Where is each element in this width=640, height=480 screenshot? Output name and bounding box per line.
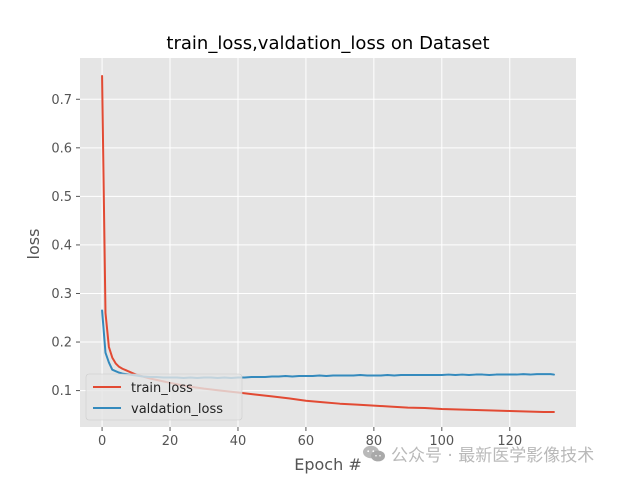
x-ticks: 0 20 40 60 80 100 120 xyxy=(98,427,522,449)
x-tick-label: 120 xyxy=(497,434,522,449)
grid-lines xyxy=(80,58,576,427)
y-tick-label: 0.4 xyxy=(51,238,72,253)
y-tick-label: 0.1 xyxy=(51,384,72,399)
legend: train_loss valdation_loss xyxy=(85,373,243,421)
wechat-icon xyxy=(363,445,385,461)
legend-label: train_loss xyxy=(131,381,193,396)
y-tick-label: 0.2 xyxy=(51,336,72,351)
x-tick-label: 60 xyxy=(298,434,315,449)
y-tick-label: 0.6 xyxy=(51,141,72,156)
y-tick-label: 0.5 xyxy=(51,190,72,205)
y-axis-label: loss xyxy=(24,229,43,260)
x-tick-label: 100 xyxy=(429,434,454,449)
watermark: 公众号 · 最新医学影像技术 xyxy=(362,441,594,466)
x-tick-label: 20 xyxy=(162,434,179,449)
plot-area xyxy=(80,58,576,427)
watermark-text: 公众号 · 最新医学影像技术 xyxy=(391,446,595,466)
chart-title: train_loss,valdation_loss on Dataset xyxy=(166,33,489,54)
x-tick-label: 0 xyxy=(98,434,106,449)
x-tick-label: 80 xyxy=(366,434,383,449)
legend-box xyxy=(85,373,243,421)
y-tick-label: 0.3 xyxy=(51,287,72,302)
x-axis-label: Epoch # xyxy=(294,455,361,474)
y-ticks: 0.1 0.2 0.3 0.4 0.5 0.6 0.7 xyxy=(51,93,80,399)
y-tick-label: 0.7 xyxy=(51,93,72,108)
x-tick-label: 40 xyxy=(230,434,247,449)
legend-label: valdation_loss xyxy=(131,402,223,417)
